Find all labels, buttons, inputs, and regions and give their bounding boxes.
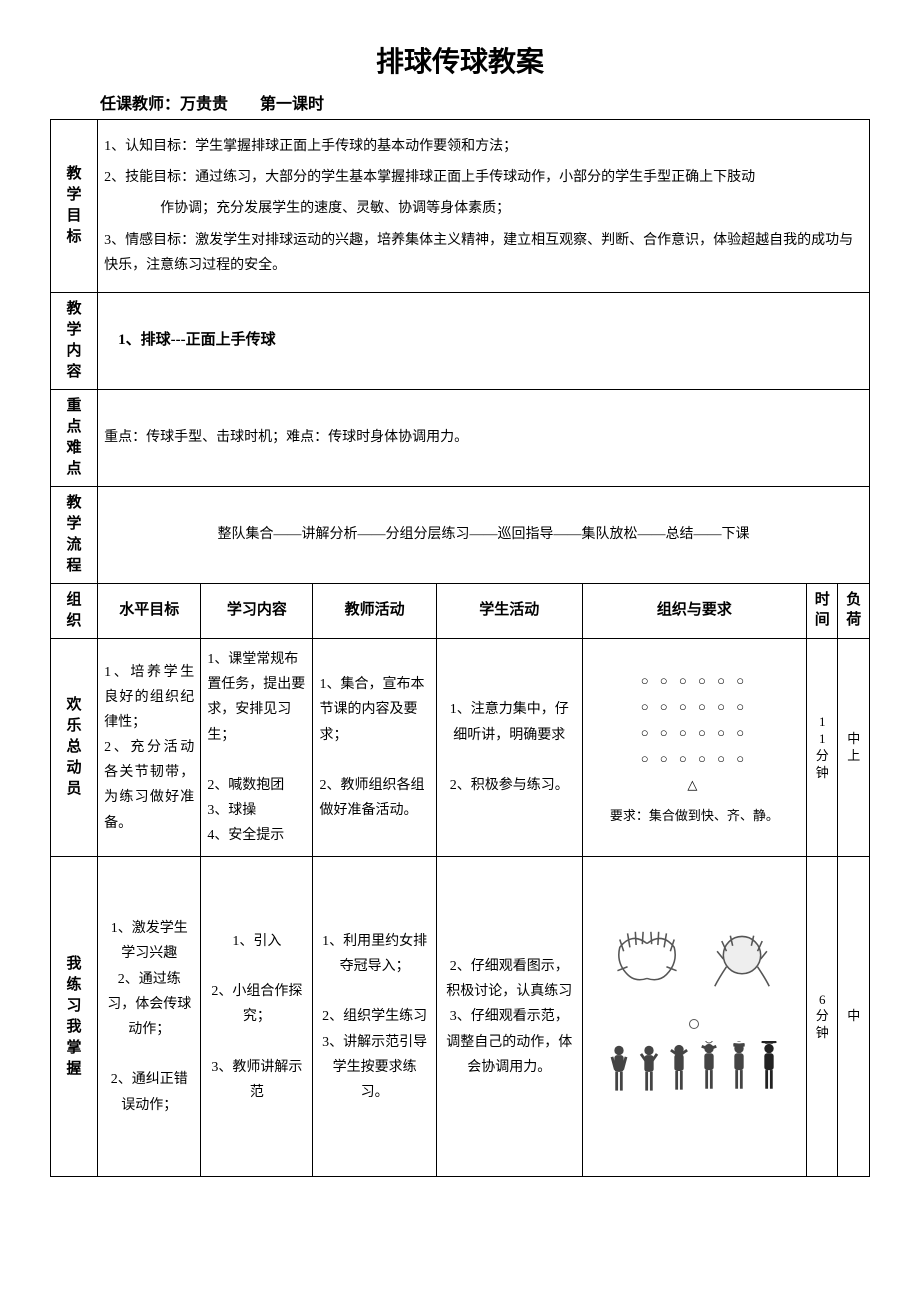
flow-text: 整队集合——讲解分析——分组分层练习——巡回指导——集队放松——总结——下课 bbox=[98, 486, 870, 583]
row1-load: 中上 bbox=[838, 638, 870, 857]
player-icon bbox=[605, 1041, 633, 1110]
hdr-student: 学生活动 bbox=[436, 583, 582, 638]
row2-load: 中 bbox=[838, 857, 870, 1177]
keypoints-row: 重点难点 重点：传球手型、击球时机；难点：传球时身体协调用力。 bbox=[51, 389, 870, 486]
row1-time: 11分钟 bbox=[807, 638, 838, 857]
row1-teacher: 1、集合，宣布本节课的内容及要求； 2、教师组织各组做好准备活动。 bbox=[313, 638, 436, 857]
hdr-time: 时间 bbox=[807, 583, 838, 638]
row2-student: 2、仔细观看图示，积极讨论，认真练习 3、仔细观看示范，调整自己的动作，体会协调… bbox=[436, 857, 582, 1177]
row2-illustration bbox=[582, 857, 806, 1177]
goal-line-1: 1、认知目标：学生掌握排球正面上手传球的基本动作要领和方法； bbox=[104, 134, 863, 159]
hands-ball-icon bbox=[702, 924, 782, 1003]
content-row: 教学内容 1、排球---正面上手传球 bbox=[51, 292, 870, 389]
goals-content: 1、认知目标：学生掌握排球正面上手传球的基本动作要领和方法； 2、技能目标：通过… bbox=[98, 120, 870, 293]
hdr-org: 组织 bbox=[51, 583, 98, 638]
ball-icon bbox=[593, 1013, 796, 1031]
row2-teacher: 1、利用里约女排夺冠导入； 2、组织学生练习 3、讲解示范引导学生按要求练习。 bbox=[313, 857, 436, 1177]
player-icon bbox=[665, 1041, 693, 1110]
formation-row: ○ ○ ○ ○ ○ ○ bbox=[589, 668, 800, 694]
row1-req-text: 要求：集合做到快、齐、静。 bbox=[589, 804, 800, 827]
row2-time: 6分钟 bbox=[807, 857, 838, 1177]
flow-row: 教学流程 整队集合——讲解分析——分组分层练习——巡回指导——集队放松——总结—… bbox=[51, 486, 870, 583]
formation-row: ○ ○ ○ ○ ○ ○ bbox=[589, 746, 800, 772]
row2-org: 我练习我掌握 bbox=[51, 857, 98, 1177]
formation-row: ○ ○ ○ ○ ○ ○ bbox=[589, 720, 800, 746]
sub-title: 任课教师：万贵贵 第一课时 bbox=[100, 90, 870, 114]
formation-diagram: ○ ○ ○ ○ ○ ○ ○ ○ ○ ○ ○ ○ ○ ○ ○ ○ ○ ○ ○ ○ … bbox=[589, 668, 800, 798]
content-label: 教学内容 bbox=[51, 292, 98, 389]
formation-row: ○ ○ ○ ○ ○ ○ bbox=[589, 694, 800, 720]
row1-req: ○ ○ ○ ○ ○ ○ ○ ○ ○ ○ ○ ○ ○ ○ ○ ○ ○ ○ ○ ○ … bbox=[582, 638, 806, 857]
player-icon bbox=[755, 1041, 783, 1110]
keypoints-label: 重点难点 bbox=[51, 389, 98, 486]
content-text: 1、排球---正面上手传球 bbox=[98, 292, 870, 389]
row2-study: 1、引入 2、小组合作探究； 3、教师讲解示范 bbox=[201, 857, 313, 1177]
player-icon bbox=[695, 1041, 723, 1110]
hdr-study: 学习内容 bbox=[201, 583, 313, 638]
hands-diagram bbox=[607, 924, 782, 1003]
goals-row: 教学目标 1、认知目标：学生掌握排球正面上手传球的基本动作要领和方法； 2、技能… bbox=[51, 120, 870, 293]
hands-open-icon bbox=[607, 924, 687, 1003]
player-icon bbox=[725, 1041, 753, 1110]
formation-row: △ bbox=[589, 772, 800, 798]
row1-org: 欢乐总动员 bbox=[51, 638, 98, 857]
hdr-load: 负荷 bbox=[838, 583, 870, 638]
keypoints-text: 重点：传球手型、击球时机；难点：传球时身体协调用力。 bbox=[98, 389, 870, 486]
row2-level: 1、激发学生学习兴趣 2、通过练习，体会传球动作； 2、通纠正错误动作； bbox=[98, 857, 201, 1177]
page-title: 排球传球教案 bbox=[50, 40, 870, 80]
flow-label: 教学流程 bbox=[51, 486, 98, 583]
row1-student: 1、注意力集中，仔细听讲，明确要求 2、积极参与练习。 bbox=[436, 638, 582, 857]
hdr-level: 水平目标 bbox=[98, 583, 201, 638]
row1-study: 1、课堂常规布置任务，提出要求，安排见习生； 2、喊数抱团 3、球操 4、安全提… bbox=[201, 638, 313, 857]
players-sequence bbox=[605, 1041, 783, 1110]
player-icon bbox=[635, 1041, 663, 1110]
goal-line-2: 2、技能目标：通过练习，大部分的学生基本掌握排球正面上手传球动作，小部分的学生手… bbox=[104, 165, 863, 190]
grid-header-row: 组织 水平目标 学习内容 教师活动 学生活动 组织与要求 时间 负荷 bbox=[51, 583, 870, 638]
row-1: 欢乐总动员 1、培养学生良好的组织纪律性； 2、充分活动各关节韧带，为练习做好准… bbox=[51, 638, 870, 857]
goal-line-2b: 作协调；充分发展学生的速度、灵敏、协调等身体素质； bbox=[104, 196, 863, 221]
row-2: 我练习我掌握 1、激发学生学习兴趣 2、通过练习，体会传球动作； 2、通纠正错误… bbox=[51, 857, 870, 1177]
goals-label: 教学目标 bbox=[51, 120, 98, 293]
goal-line-3: 3、情感目标：激发学生对排球运动的兴趣，培养集体主义精神，建立相互观察、判断、合… bbox=[104, 228, 863, 278]
lesson-table: 教学目标 1、认知目标：学生掌握排球正面上手传球的基本动作要领和方法； 2、技能… bbox=[50, 119, 870, 1177]
hdr-req: 组织与要求 bbox=[582, 583, 806, 638]
volleyball-illustration bbox=[589, 920, 800, 1114]
row1-level: 1、培养学生良好的组织纪律性； 2、充分活动各关节韧带，为练习做好准备。 bbox=[98, 638, 201, 857]
hdr-teacher: 教师活动 bbox=[313, 583, 436, 638]
